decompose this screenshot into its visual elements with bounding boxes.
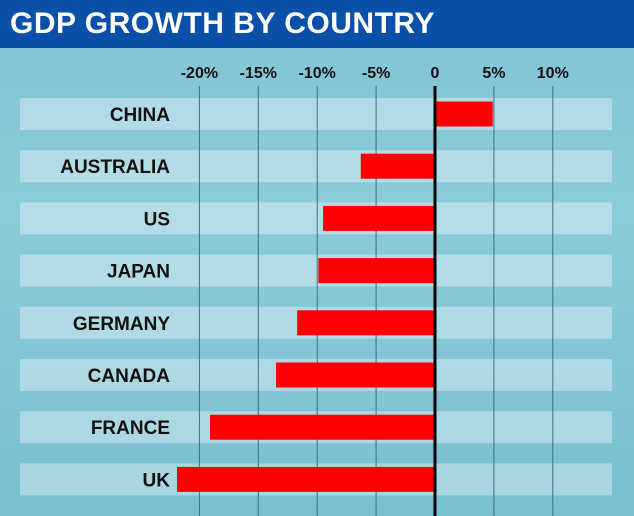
bar-us <box>323 205 435 231</box>
tick-label: 5% <box>482 65 505 82</box>
bar-japan <box>318 258 435 284</box>
row-band <box>20 254 612 287</box>
bar-china <box>435 101 493 127</box>
category-label: CANADA <box>88 366 171 387</box>
category-label: UK <box>143 470 171 491</box>
category-label: JAPAN <box>107 262 170 283</box>
tick-label: -20% <box>181 65 218 82</box>
tick-label: -15% <box>240 65 277 82</box>
category-label: US <box>144 209 170 230</box>
tick-label: -10% <box>299 65 336 82</box>
category-label: AUSTRALIA <box>60 157 170 178</box>
category-label: GERMANY <box>73 314 170 335</box>
category-label: FRANCE <box>91 418 170 439</box>
tick-label: 0 <box>431 65 440 82</box>
tick-label: -5% <box>362 65 390 82</box>
bar-uk <box>177 466 435 492</box>
bar-canada <box>275 362 435 388</box>
tick-label: 10% <box>537 65 569 82</box>
bar-france <box>210 414 435 440</box>
row-band <box>20 150 612 183</box>
category-label: CHINA <box>110 105 170 126</box>
row-band <box>20 98 612 130</box>
bar-australia <box>360 153 435 179</box>
row-band <box>20 202 612 235</box>
bar-germany <box>297 310 435 336</box>
chart-title: GDP GROWTH BY COUNTRY <box>0 0 634 48</box>
